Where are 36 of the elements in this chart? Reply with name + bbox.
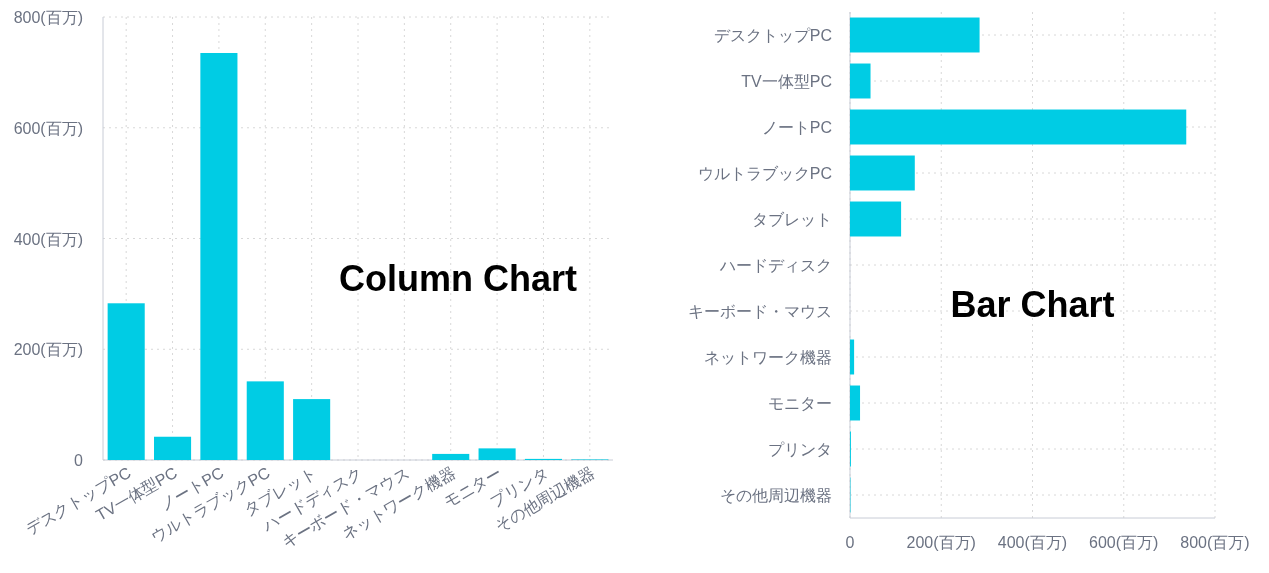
bar [246,381,284,460]
bar [154,436,192,460]
y-tick-label: デスクトップPC [713,27,832,44]
x-tick-label: 400(百万) [997,534,1068,551]
bar [850,201,902,237]
bar [432,453,470,460]
y-tick-label: 0 [74,452,84,469]
bar [478,448,516,460]
y-tick-label: 800(百万) [13,9,83,26]
y-tick-label: モニター [768,395,832,412]
x-tick-label: 600(百万) [1089,534,1159,551]
x-tick-label: 0 [845,534,855,551]
bar [850,385,861,421]
annotation: Column Chart [339,257,577,299]
y-tick-label: TV一体型PC [741,73,832,90]
bar [850,109,1187,145]
bar [850,155,915,191]
y-tick-label: ネットワーク機器 [704,349,832,366]
y-tick-label: プリンタ [768,441,832,458]
y-tick-label: タブレット [752,211,832,228]
y-tick-label: 600(百万) [13,119,83,137]
y-tick-label: ウルトラブックPC [697,165,832,182]
bar [200,52,238,460]
bar [293,399,331,460]
y-tick-label: 400(百万) [13,230,83,248]
x-tick-label: 800(百万) [1180,534,1250,551]
y-tick-label: ハードディスク [719,257,832,274]
annotation: Bar Chart [950,284,1115,325]
bar [850,63,871,99]
bar [107,303,145,460]
x-tick-label: 200(百万) [906,534,976,551]
bar [850,17,980,53]
bar [850,339,855,375]
y-tick-label: ノートPC [761,119,832,136]
y-tick-label: 200(百万) [13,341,83,359]
y-tick-label: キーボード・マウス [688,303,832,320]
